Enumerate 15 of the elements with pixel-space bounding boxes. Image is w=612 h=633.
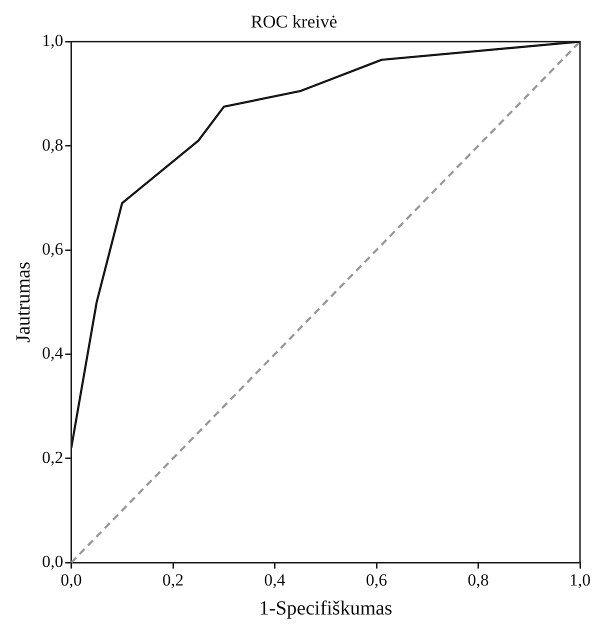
x-tick-label: 0,8 <box>468 570 489 590</box>
y-tick-label: 0,2 <box>42 448 64 467</box>
y-tick-label: 1,0 <box>42 31 64 50</box>
y-axis-title: Jautrumas <box>12 261 34 343</box>
x-tick-label: 0,6 <box>366 570 388 590</box>
x-tick-label: 0,2 <box>162 570 184 590</box>
x-tick-label: 0,4 <box>264 570 286 590</box>
y-tick-label: 0,4 <box>42 344 64 363</box>
chart-title: ROC kreivė <box>250 12 338 32</box>
x-tick-label: 0,0 <box>60 570 82 590</box>
y-tick-label: 0,0 <box>42 552 64 572</box>
y-tick-label: 0,8 <box>42 135 64 154</box>
y-tick-label: 0,6 <box>42 239 64 258</box>
x-axis-title: 1-Specifiškumas <box>258 597 392 620</box>
x-tick-label: 1,0 <box>569 570 591 590</box>
